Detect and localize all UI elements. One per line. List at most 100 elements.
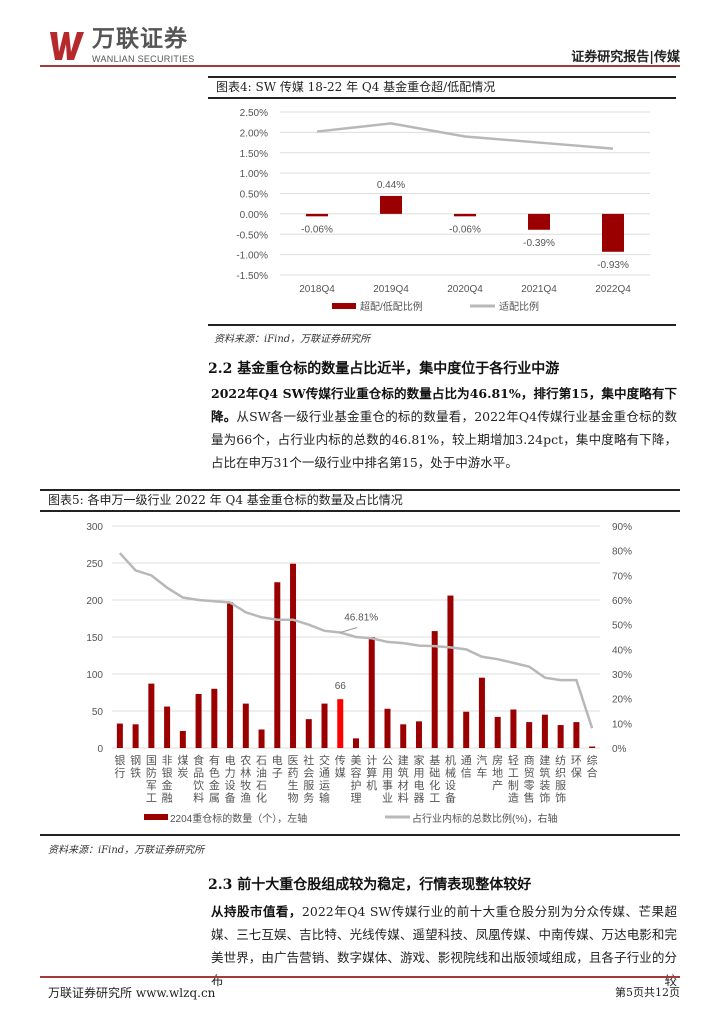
x-tick-label-char: 器 <box>413 792 424 805</box>
x-tick-label-char: 社 <box>303 753 314 767</box>
x-tick-label: 2022Q4 <box>595 284 631 295</box>
x-tick-label-char: 轻 <box>508 753 519 767</box>
bar <box>541 714 548 748</box>
x-tick-label-char: 色 <box>209 766 220 780</box>
bar <box>494 716 501 748</box>
x-tick-label-char: 电 <box>413 779 424 792</box>
x-tick-label-char: 化 <box>256 791 267 805</box>
bar <box>148 683 155 748</box>
x-tick-label-char: 装 <box>539 779 550 792</box>
bar <box>195 693 202 748</box>
x-tick-label-char: 电 <box>272 754 283 767</box>
y-tick-label: 0.00% <box>240 210 268 221</box>
x-tick-label-char: 备 <box>445 791 456 805</box>
x-tick-label-char: 工 <box>508 768 519 780</box>
x-tick-label-char: 有 <box>209 753 220 767</box>
report-type: 证券研究报告|传媒 <box>571 50 680 65</box>
section-2-3-heading: 2.3 前十大重仓股组成较为稳定，行情表现整体较好 <box>208 877 532 893</box>
figure4-bottom-rule <box>208 324 676 326</box>
bar <box>400 724 407 748</box>
bar <box>353 738 359 748</box>
annotation-percent: 46.81% <box>344 613 378 624</box>
x-tick-label-char: 合 <box>587 766 598 780</box>
legend-bar-label: 2204重仓标的数量（个），左轴 <box>170 812 307 825</box>
x-tick-label-char: 础 <box>429 767 440 780</box>
logo-subtext: WANLIAN SECURITIES <box>92 54 195 64</box>
right-y-tick-label: 10% <box>612 719 632 730</box>
left-y-tick-label: 150 <box>86 633 103 644</box>
x-tick-label-char: 金 <box>209 778 220 792</box>
x-tick-label-char: 银 <box>114 753 125 767</box>
x-tick-label-char: 护 <box>351 778 362 792</box>
bar <box>557 725 564 748</box>
left-y-tick-label: 0 <box>97 744 103 755</box>
x-tick-label-char: 媒 <box>335 767 346 780</box>
y-tick-label: 0.50% <box>240 190 268 201</box>
right-y-tick-label: 30% <box>612 670 632 681</box>
legend-bar-swatch <box>332 303 356 309</box>
x-tick-label-char: 工 <box>429 793 440 805</box>
paragraph-body: 从SW各一级行业基金重仓的标的数量看，2022年Q4传媒行业基金重仓标的数量为6… <box>211 409 677 470</box>
x-tick-label-char: 属 <box>209 792 220 805</box>
legend-line-label: 占行业内标的总数比例(%)，右轴 <box>412 812 558 825</box>
x-tick-label-char: 料 <box>193 791 204 805</box>
header-divider <box>40 65 680 67</box>
paragraph-lead: 从持股市值看， <box>211 904 302 919</box>
legend-line-label: 适配比例 <box>499 300 539 313</box>
bar <box>447 595 454 748</box>
x-tick-label-char: 农 <box>240 753 251 767</box>
x-tick-label-char: 车 <box>476 766 487 780</box>
x-tick-label-char: 汽 <box>476 753 487 767</box>
legend-bar-label: 超配/低配比例 <box>360 300 423 313</box>
footer-org: 万联证券研究所 www.wlzq.cn <box>48 986 216 1000</box>
x-tick-label-char: 饮 <box>193 779 204 792</box>
right-y-tick-label: 60% <box>612 596 632 607</box>
right-y-tick-label: 70% <box>612 571 632 582</box>
data-label: -0.39% <box>523 238 555 249</box>
x-tick-label-char: 服 <box>303 779 314 792</box>
x-tick-label-char: 传 <box>335 754 346 767</box>
x-tick-label-char: 饰 <box>539 791 550 805</box>
x-tick-label-char: 品 <box>193 767 204 780</box>
left-y-tick-label: 50 <box>92 707 104 718</box>
x-tick-label-char: 算 <box>366 766 377 780</box>
bar <box>526 722 533 748</box>
x-tick-label-char: 军 <box>146 779 157 792</box>
x-tick-label-char: 建 <box>398 753 409 767</box>
bar <box>602 213 624 252</box>
x-tick-label-char: 售 <box>524 791 535 805</box>
x-tick-label-char: 国 <box>146 754 157 767</box>
bar <box>463 711 470 748</box>
y-tick-label: 1.00% <box>240 169 268 180</box>
y-tick-label: -1.50% <box>236 271 268 282</box>
x-tick-label-char: 信 <box>461 767 472 780</box>
x-tick-label-char: 材 <box>398 778 409 792</box>
bar <box>305 719 312 748</box>
x-tick-label-char: 油 <box>256 766 267 780</box>
x-tick-label-char: 备 <box>225 791 236 805</box>
x-tick-label: 2019Q4 <box>373 284 409 295</box>
bar <box>211 688 218 748</box>
x-tick-label: 2021Q4 <box>521 284 557 295</box>
x-tick-label-char: 石 <box>256 755 267 767</box>
x-tick-label-char: 贸 <box>524 767 535 780</box>
data-label: 0.44% <box>377 180 405 191</box>
x-tick-label-char: 综 <box>587 753 598 767</box>
x-tick-label-char: 纺 <box>555 753 566 767</box>
right-y-tick-label: 50% <box>612 621 632 632</box>
x-tick-label-char: 林 <box>240 766 251 780</box>
bar <box>368 637 375 748</box>
x-tick-label-char: 环 <box>571 755 582 767</box>
x-tick-label-char: 公 <box>382 755 393 767</box>
figure4-source: 资料来源：iFind，万联证券研究所 <box>214 334 371 345</box>
x-tick-label-char: 机 <box>445 753 456 767</box>
x-tick-label-char: 产 <box>492 778 503 792</box>
x-tick-label-char: 物 <box>288 791 299 805</box>
bar <box>306 213 328 217</box>
x-tick-label-char: 牧 <box>240 778 251 792</box>
figure5-source: 资料来源：iFind，万联证券研究所 <box>48 845 205 856</box>
logo-text: 万联证券 <box>92 26 188 52</box>
x-tick-label-char: 子 <box>272 767 283 780</box>
x-tick-label-char: 工 <box>146 793 157 805</box>
x-tick-label-char: 煤 <box>177 754 188 767</box>
